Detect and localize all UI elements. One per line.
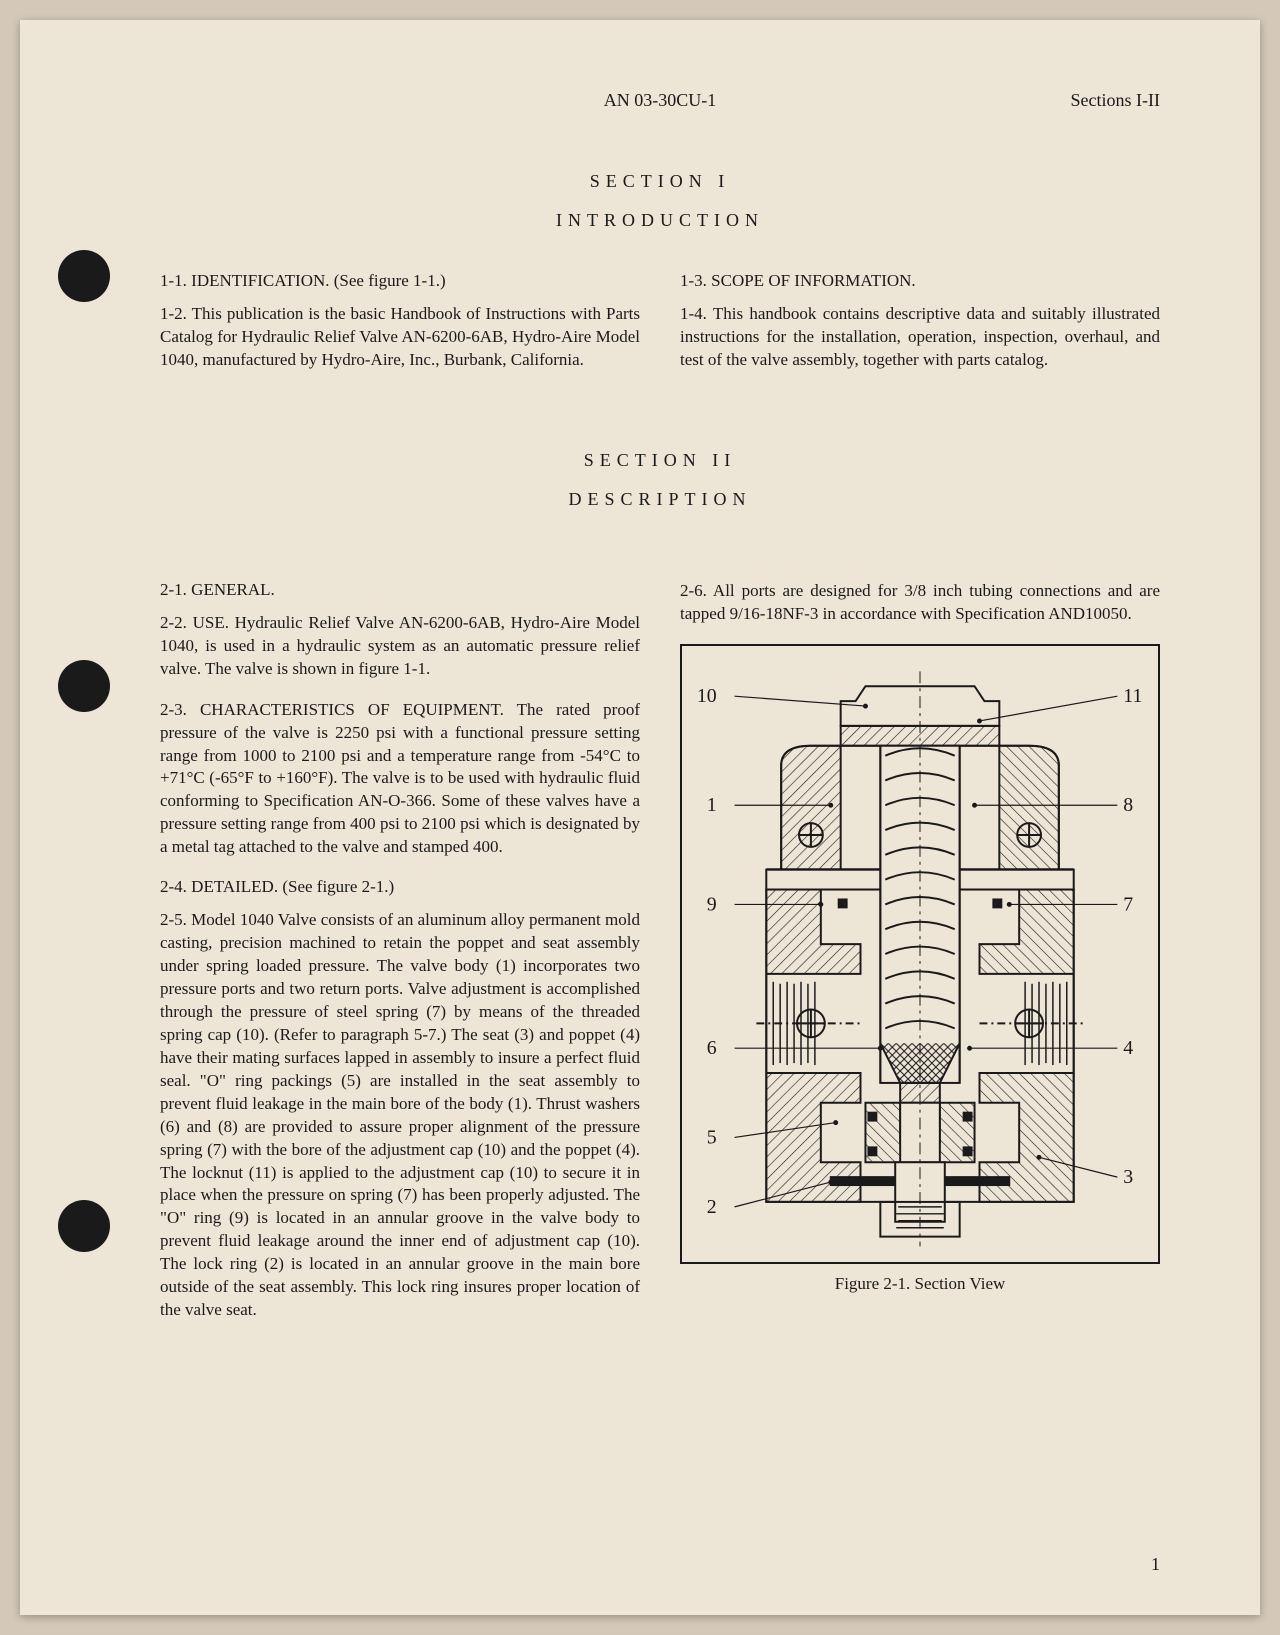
header-left xyxy=(160,90,493,111)
svg-text:5: 5 xyxy=(707,1126,717,1148)
punch-hole xyxy=(58,250,110,302)
page-header: AN 03-30CU-1 Sections I-II xyxy=(160,90,1160,111)
para-1-2-body: 1-2. This publication is the basic Handb… xyxy=(160,303,640,372)
figure-2-1-box: 1 2 3 4 5 6 7 8 9 10 11 xyxy=(680,644,1160,1264)
para-2-6-body: 2-6. All ports are designed for 3/8 inch… xyxy=(680,580,1160,626)
section-1-heading: SECTION I xyxy=(160,171,1160,192)
svg-text:4: 4 xyxy=(1123,1037,1133,1059)
punch-hole xyxy=(58,1200,110,1252)
sections-label: Sections I-II xyxy=(827,90,1160,111)
para-1-3-heading: 1-3. SCOPE OF INFORMATION. xyxy=(680,271,1160,291)
section-1-left-col: 1-1. IDENTIFICATION. (See figure 1-1.) 1… xyxy=(160,271,640,390)
figure-2-1-svg: 1 2 3 4 5 6 7 8 9 10 11 xyxy=(682,646,1158,1262)
para-1-1-heading: 1-1. IDENTIFICATION. (See figure 1-1.) xyxy=(160,271,640,291)
section-1-subheading: INTRODUCTION xyxy=(160,210,1160,231)
figure-2-1-container: 1 2 3 4 5 6 7 8 9 10 11 Figure 2-1. Section View xyxy=(680,644,1160,1294)
svg-text:7: 7 xyxy=(1123,893,1133,915)
section-2-right-col: 2-6. All ports are designed for 3/8 inch… xyxy=(680,580,1160,1294)
svg-text:3: 3 xyxy=(1123,1166,1133,1188)
svg-text:6: 6 xyxy=(707,1037,717,1059)
page-number: 1 xyxy=(1151,1554,1160,1575)
svg-text:9: 9 xyxy=(707,893,717,915)
para-2-5-body: 2-5. Model 1040 Valve consists of an alu… xyxy=(160,909,640,1322)
document-page: AN 03-30CU-1 Sections I-II SECTION I INT… xyxy=(20,20,1260,1615)
section-2-left-col: 2-1. GENERAL. 2-2. USE. Hydraulic Relief… xyxy=(160,580,640,1340)
svg-text:10: 10 xyxy=(697,685,717,707)
svg-text:8: 8 xyxy=(1123,794,1133,816)
para-1-4-body: 1-4. This handbook contains descriptive … xyxy=(680,303,1160,372)
figure-2-1-caption: Figure 2-1. Section View xyxy=(680,1274,1160,1294)
section-1-right-col: 1-3. SCOPE OF INFORMATION. 1-4. This han… xyxy=(680,271,1160,390)
section-1-columns: 1-1. IDENTIFICATION. (See figure 1-1.) 1… xyxy=(160,271,1160,390)
svg-text:1: 1 xyxy=(707,794,717,816)
para-2-1-heading: 2-1. GENERAL. xyxy=(160,580,640,600)
para-2-4-heading: 2-4. DETAILED. (See figure 2-1.) xyxy=(160,877,640,897)
section-2-columns: 2-1. GENERAL. 2-2. USE. Hydraulic Relief… xyxy=(160,580,1160,1340)
section-2-subheading: DESCRIPTION xyxy=(160,489,1160,510)
para-2-2-body: 2-2. USE. Hydraulic Relief Valve AN-6200… xyxy=(160,612,640,681)
section-2-heading: SECTION II xyxy=(160,450,1160,471)
svg-text:11: 11 xyxy=(1123,685,1142,707)
svg-text:2: 2 xyxy=(707,1196,717,1218)
punch-hole xyxy=(58,660,110,712)
document-number: AN 03-30CU-1 xyxy=(493,90,826,111)
para-2-3-body: 2-3. CHARACTERISTICS OF EQUIPMENT. The r… xyxy=(160,699,640,860)
